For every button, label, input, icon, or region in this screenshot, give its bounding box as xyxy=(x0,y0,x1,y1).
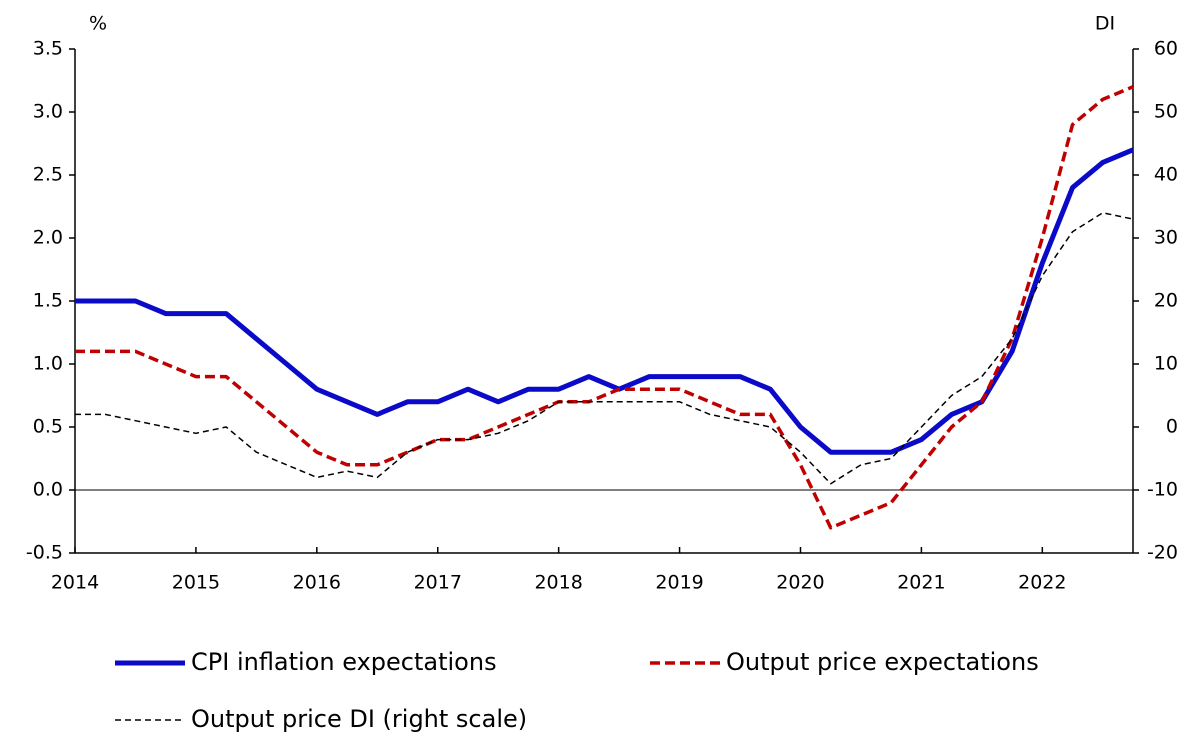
x-tick-label: 2016 xyxy=(293,572,341,594)
y-tick-label: 0.5 xyxy=(33,416,63,438)
y2-tick-label: -20 xyxy=(1147,542,1178,564)
x-tick-label: 2015 xyxy=(172,572,220,594)
x-tick-label: 2017 xyxy=(414,572,462,594)
legend-label: Output price expectations xyxy=(726,648,1039,676)
y-tick-label: 1.0 xyxy=(33,353,63,375)
series-line xyxy=(75,147,1134,455)
series-line xyxy=(75,212,1134,485)
x-tick-label: 2014 xyxy=(51,572,99,594)
y2-tick-label: 60 xyxy=(1154,38,1178,60)
y2-tick-label: 50 xyxy=(1154,101,1178,123)
legend-label: Output price DI (right scale) xyxy=(191,705,527,733)
x-tick-label: 2019 xyxy=(655,572,703,594)
y2-axis-label: DI xyxy=(1095,13,1115,35)
x-tick-label: 2018 xyxy=(534,572,582,594)
y-tick-label: 0.0 xyxy=(33,479,63,501)
y2-tick-label: 40 xyxy=(1154,164,1178,186)
x-tick-label: 2021 xyxy=(897,572,945,594)
y2-tick-label: 0 xyxy=(1166,416,1178,438)
y2-tick-label: 30 xyxy=(1154,227,1178,249)
y-tick-label: 1.5 xyxy=(33,290,63,312)
series-line xyxy=(75,85,1134,530)
y-tick-label: 2.5 xyxy=(33,164,63,186)
y-axis-label: % xyxy=(89,13,107,35)
y-tick-label: 3.5 xyxy=(33,38,63,60)
x-tick-label: 2022 xyxy=(1018,572,1066,594)
y-tick-label: 3.0 xyxy=(33,101,63,123)
y2-tick-label: 20 xyxy=(1154,290,1178,312)
legend-label: CPI inflation expectations xyxy=(191,648,497,676)
y-tick-label: 2.0 xyxy=(33,227,63,249)
y-tick-label: -0.5 xyxy=(26,542,63,564)
x-tick-label: 2020 xyxy=(776,572,824,594)
y2-tick-label: -10 xyxy=(1147,479,1178,501)
y2-tick-label: 10 xyxy=(1154,353,1178,375)
